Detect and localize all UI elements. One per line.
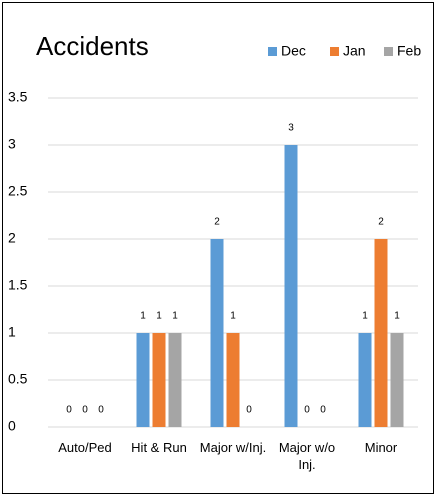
bar: [358, 333, 372, 427]
bar: [136, 333, 150, 427]
data-label: 2: [378, 217, 384, 228]
bar: [226, 333, 240, 427]
data-label: 1: [172, 311, 178, 322]
y-tick-label: 1.5: [8, 277, 28, 293]
bar: [284, 145, 298, 427]
x-tick-label: Major w/o Inj.: [278, 440, 336, 472]
bar: [152, 333, 166, 427]
data-label: 2: [214, 217, 220, 228]
data-label: 0: [246, 405, 252, 416]
x-tick-label: Minor: [364, 440, 398, 455]
x-tick-label: Major w/Inj.: [199, 440, 267, 455]
legend-label: Feb: [397, 43, 421, 59]
data-label: 1: [362, 311, 368, 322]
data-label: 0: [320, 405, 326, 416]
y-tick-label: 1: [8, 324, 16, 340]
data-label: 1: [230, 311, 236, 322]
data-label: 0: [98, 405, 104, 416]
bar: [210, 239, 224, 427]
data-label: 0: [82, 405, 88, 416]
y-tick-label: 2: [8, 230, 16, 246]
y-tick-label: 0.5: [8, 371, 28, 387]
chart-title: Accidents: [36, 31, 149, 61]
data-label: 0: [66, 405, 72, 416]
x-tick-label: Auto/Ped: [58, 440, 112, 455]
legend-label: Dec: [281, 43, 306, 59]
legend-swatch: [384, 47, 393, 56]
data-label: 1: [394, 311, 400, 322]
bar: [168, 333, 182, 427]
bar: [374, 239, 388, 427]
data-label: 1: [140, 311, 146, 322]
y-tick-label: 0: [8, 418, 16, 434]
x-tick-label: Hit & Run: [131, 440, 187, 455]
data-label: 0: [304, 405, 310, 416]
data-label: 3: [288, 123, 294, 134]
y-tick-label: 2.5: [8, 183, 28, 199]
legend-swatch: [330, 47, 339, 56]
legend-label: Jan: [343, 43, 366, 59]
y-tick-label: 3: [8, 136, 16, 152]
bar: [390, 333, 404, 427]
data-label: 1: [156, 311, 162, 322]
legend-swatch: [268, 47, 277, 56]
y-tick-label: 3.5: [8, 89, 28, 105]
